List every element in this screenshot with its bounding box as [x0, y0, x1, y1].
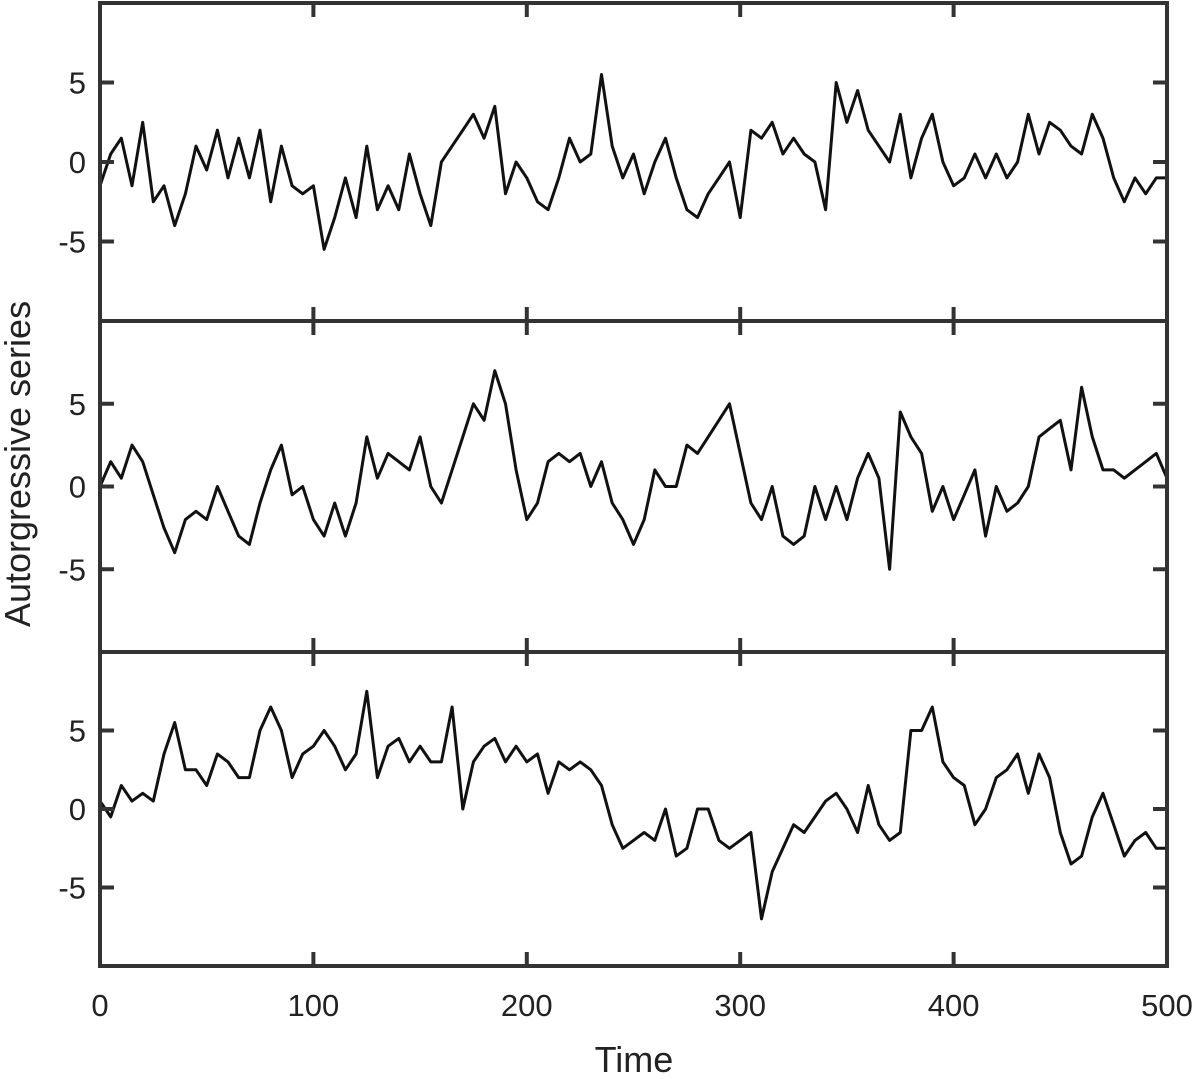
y-axis-title: Autorgressive series — [0, 301, 38, 627]
panel-frame — [98, 319, 1169, 654]
series-line-panel-3 — [98, 689, 1169, 921]
y-tick-label: 0 — [69, 792, 86, 827]
x-tick-label: 200 — [501, 988, 553, 1023]
y-tick-label: 0 — [69, 145, 86, 180]
panel-frame — [98, 650, 1169, 968]
y-tick-label: 0 — [69, 470, 86, 505]
x-tick-label: 100 — [288, 988, 340, 1023]
y-tick-label: -5 — [58, 552, 86, 587]
panel-1: -5 0 5 — [58, 1, 1169, 323]
y-tick-label: -5 — [58, 225, 86, 260]
x-tick-label: 0 — [91, 988, 108, 1023]
series-line-panel-1 — [98, 73, 1169, 251]
y-tick-label: 5 — [69, 714, 86, 749]
x-tick-label: 300 — [714, 988, 766, 1023]
series-line-panel-2 — [98, 369, 1169, 571]
x-tick-label: 500 — [1141, 988, 1193, 1023]
y-tick-label: -5 — [58, 871, 86, 906]
panel-3: -5 0 5 — [58, 650, 1169, 968]
panel-frame — [98, 1, 1169, 323]
panel-2: -5 0 5 — [58, 319, 1169, 654]
y-tick-label: 5 — [69, 66, 86, 101]
x-tick-label: 400 — [928, 988, 980, 1023]
x-axis-title: Time — [595, 1039, 674, 1079]
y-tick-label: 5 — [69, 387, 86, 422]
